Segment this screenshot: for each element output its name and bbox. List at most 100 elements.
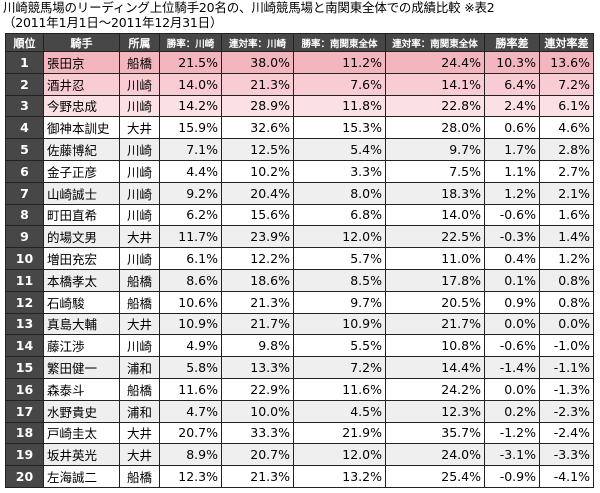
table-row: 20 左海誠二 船橋 12.3% 21.3% 13.2% 25.4% -0.9%… bbox=[5, 465, 594, 488]
jockey-cell: 真島大輔 bbox=[43, 312, 120, 336]
affiliation-cell: 大井 bbox=[119, 225, 160, 249]
place-kawasaki-cell: 21.3% bbox=[221, 290, 294, 314]
place-diff-cell: -1.1% bbox=[539, 356, 594, 379]
win-kawasaki-cell: 9.2% bbox=[159, 181, 222, 205]
header-rank: 順位 bbox=[5, 33, 44, 52]
jockey-cell: 繁田健一 bbox=[43, 356, 120, 379]
win-diff-cell: -0.9% bbox=[484, 465, 540, 488]
place-south-cell: 21.7% bbox=[385, 312, 485, 336]
affiliation-cell: 大井 bbox=[119, 116, 160, 140]
header-jockey: 騎手 bbox=[43, 33, 120, 52]
place-south-cell: 20.5% bbox=[385, 290, 485, 314]
win-kawasaki-cell: 15.9% bbox=[159, 116, 222, 140]
win-kawasaki-cell: 10.9% bbox=[159, 312, 222, 336]
win-kawasaki-cell: 7.1% bbox=[159, 138, 222, 161]
place-diff-cell: 2.8% bbox=[539, 138, 594, 161]
win-kawasaki-cell: 12.3% bbox=[159, 465, 222, 488]
place-south-cell: 24.2% bbox=[385, 377, 485, 401]
place-kawasaki-cell: 21.3% bbox=[221, 465, 294, 488]
win-south-cell: 5.7% bbox=[293, 247, 386, 270]
place-south-cell: 22.5% bbox=[385, 225, 485, 249]
table-row: 3 今野忠成 川崎 14.2% 28.9% 11.8% 22.8% 2.4% 6… bbox=[5, 94, 594, 118]
place-diff-cell: 2.1% bbox=[539, 181, 594, 205]
place-kawasaki-cell: 22.9% bbox=[221, 377, 294, 401]
rank-cell: 8 bbox=[5, 203, 44, 227]
jockey-cell: 坂井英光 bbox=[43, 443, 120, 467]
table-body: 1 張田京 船橋 21.5% 38.0% 11.2% 24.4% 10.3% 1… bbox=[5, 51, 594, 488]
table-row: 15 繁田健一 浦和 5.8% 13.3% 7.2% 14.4% -1.4% -… bbox=[5, 356, 594, 379]
place-south-cell: 12.3% bbox=[385, 399, 485, 423]
win-diff-cell: -0.6% bbox=[484, 334, 540, 358]
place-kawasaki-cell: 33.3% bbox=[221, 421, 294, 445]
place-south-cell: 35.7% bbox=[385, 421, 485, 445]
place-diff-cell: -2.3% bbox=[539, 399, 594, 423]
place-diff-cell: -4.1% bbox=[539, 465, 594, 488]
win-south-cell: 7.6% bbox=[293, 72, 386, 96]
win-kawasaki-cell: 11.6% bbox=[159, 377, 222, 401]
table-row: 9 的場文男 大井 11.7% 23.9% 12.0% 22.5% -0.3% … bbox=[5, 225, 594, 249]
jockey-cell: 藤江渉 bbox=[43, 334, 120, 358]
affiliation-cell: 船橋 bbox=[119, 51, 160, 74]
table-row: 13 真島大輔 大井 10.9% 21.7% 10.9% 21.7% 0.0% … bbox=[5, 312, 594, 336]
table-row: 17 水野貴史 浦和 4.7% 10.0% 4.5% 12.3% 0.2% -2… bbox=[5, 399, 594, 423]
header-affiliation: 所属 bbox=[119, 33, 160, 52]
place-diff-cell: -3.3% bbox=[539, 443, 594, 467]
place-kawasaki-cell: 38.0% bbox=[221, 51, 294, 74]
affiliation-cell: 川崎 bbox=[119, 138, 160, 161]
place-kawasaki-cell: 28.9% bbox=[221, 94, 294, 118]
place-kawasaki-cell: 15.6% bbox=[221, 203, 294, 227]
place-kawasaki-cell: 9.8% bbox=[221, 334, 294, 358]
affiliation-cell: 川崎 bbox=[119, 247, 160, 270]
place-diff-cell: 2.7% bbox=[539, 159, 594, 183]
rank-cell: 4 bbox=[5, 116, 44, 140]
place-kawasaki-cell: 13.3% bbox=[221, 356, 294, 379]
jockey-stats-table: 順位 騎手 所属 勝率：川崎 連対率：川崎 勝率：南関東全体 連対率：南関東全体… bbox=[5, 33, 594, 488]
place-south-cell: 22.8% bbox=[385, 94, 485, 118]
win-kawasaki-cell: 8.6% bbox=[159, 268, 222, 292]
place-south-cell: 18.3% bbox=[385, 181, 485, 205]
win-south-cell: 8.0% bbox=[293, 181, 386, 205]
win-south-cell: 11.2% bbox=[293, 51, 386, 74]
jockey-cell: 佐藤博紀 bbox=[43, 138, 120, 161]
place-diff-cell: 0.0% bbox=[539, 312, 594, 336]
jockey-cell: 森泰斗 bbox=[43, 377, 120, 401]
win-diff-cell: 0.9% bbox=[484, 290, 540, 314]
win-diff-cell: 0.0% bbox=[484, 312, 540, 336]
win-diff-cell: 0.0% bbox=[484, 377, 540, 401]
place-diff-cell: -1.3% bbox=[539, 377, 594, 401]
table-row: 11 本橋孝太 船橋 8.6% 18.6% 8.5% 17.8% 0.1% 0.… bbox=[5, 268, 594, 292]
place-south-cell: 14.0% bbox=[385, 203, 485, 227]
jockey-cell: 本橋孝太 bbox=[43, 268, 120, 292]
win-south-cell: 6.8% bbox=[293, 203, 386, 227]
jockey-cell: 御神本訓史 bbox=[43, 116, 120, 140]
affiliation-cell: 浦和 bbox=[119, 356, 160, 379]
win-kawasaki-cell: 6.1% bbox=[159, 247, 222, 270]
header-place-kawasaki: 連対率：川崎 bbox=[221, 33, 294, 52]
place-south-cell: 14.4% bbox=[385, 356, 485, 379]
rank-cell: 10 bbox=[5, 247, 44, 270]
jockey-cell: 酒井忍 bbox=[43, 72, 120, 96]
table-row: 7 山崎誠士 川崎 9.2% 20.4% 8.0% 18.3% 1.2% 2.1… bbox=[5, 181, 594, 205]
affiliation-cell: 川崎 bbox=[119, 159, 160, 183]
win-diff-cell: 0.1% bbox=[484, 268, 540, 292]
table-row: 10 増田充宏 川崎 6.1% 12.2% 5.7% 11.0% 0.4% 1.… bbox=[5, 247, 594, 270]
jockey-cell: 的場文男 bbox=[43, 225, 120, 249]
win-kawasaki-cell: 21.5% bbox=[159, 51, 222, 74]
win-diff-cell: -0.3% bbox=[484, 225, 540, 249]
win-south-cell: 10.9% bbox=[293, 312, 386, 336]
place-kawasaki-cell: 12.5% bbox=[221, 138, 294, 161]
place-south-cell: 17.8% bbox=[385, 268, 485, 292]
jockey-cell: 増田充宏 bbox=[43, 247, 120, 270]
win-diff-cell: 10.3% bbox=[484, 51, 540, 74]
rank-cell: 17 bbox=[5, 399, 44, 423]
table-row: 12 石崎駿 船橋 10.6% 21.3% 9.7% 20.5% 0.9% 0.… bbox=[5, 290, 594, 314]
rank-cell: 3 bbox=[5, 94, 44, 118]
win-diff-cell: 0.2% bbox=[484, 399, 540, 423]
place-south-cell: 11.0% bbox=[385, 247, 485, 270]
affiliation-cell: 川崎 bbox=[119, 94, 160, 118]
place-diff-cell: 0.8% bbox=[539, 268, 594, 292]
place-diff-cell: 4.6% bbox=[539, 116, 594, 140]
win-kawasaki-cell: 4.9% bbox=[159, 334, 222, 358]
win-south-cell: 5.4% bbox=[293, 138, 386, 161]
